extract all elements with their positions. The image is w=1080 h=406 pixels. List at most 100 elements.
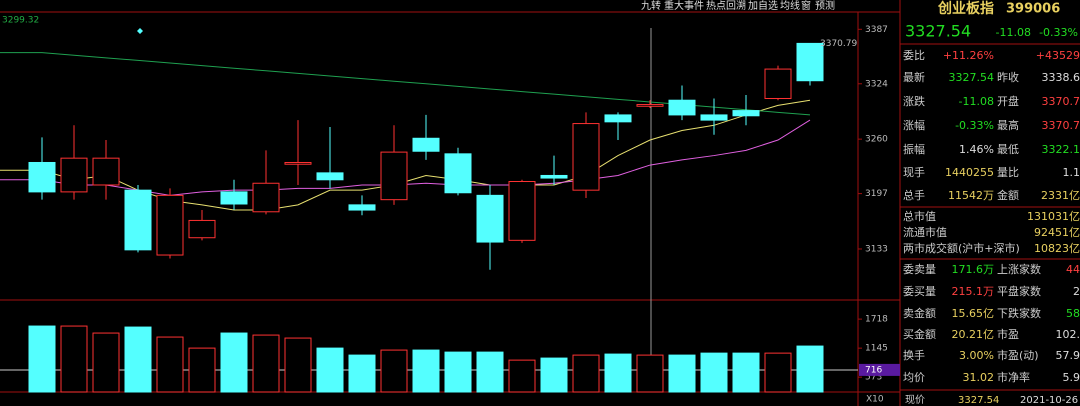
volume-bar [604, 353, 632, 393]
volume-bar [412, 349, 440, 393]
quote-label: 下跌家数 [997, 306, 1041, 320]
price: 3327.54 [905, 22, 971, 41]
volume-bar [348, 354, 376, 393]
candle-body [604, 114, 632, 123]
quote-value: 171.6万 [952, 263, 995, 276]
volume-bar [60, 325, 88, 393]
volume-bar [380, 349, 408, 393]
toolbar-button[interactable]: 重大事件 [664, 0, 704, 12]
toolbar-button[interactable]: 九转 [641, 0, 661, 12]
toolbar-button[interactable]: 窗 [801, 0, 811, 12]
candle-body [476, 194, 504, 243]
quote-label: 市盈 [997, 327, 1019, 341]
volume-bar [156, 336, 184, 393]
quote-value: 3322.1 [1042, 143, 1080, 156]
quote-value: 58 [1066, 307, 1080, 320]
quote-label: 总市值 [903, 209, 936, 223]
candle-body [28, 161, 56, 193]
candle-body [636, 104, 664, 107]
volume-bar [124, 326, 152, 393]
quote-label: 两市成交额(沪市+深市) [903, 241, 1020, 255]
change: -11.08 [996, 26, 1031, 39]
quote-value: 2 [1073, 285, 1080, 298]
quote-value: +11.26% [943, 49, 994, 62]
candle-body [444, 153, 472, 194]
quote-value: 57.9 [1056, 349, 1080, 362]
quote-value: -11.08 [959, 95, 994, 108]
left-label: 3299.32 [2, 16, 39, 26]
candle-body [188, 219, 216, 239]
quote-label: 金额 [997, 188, 1019, 202]
quote-value: 3370.7 [1042, 95, 1080, 108]
toolbar-button[interactable]: 热点回溯 [706, 0, 746, 12]
quote-value: 102. [1056, 328, 1080, 341]
quote-label: 现手 [903, 165, 925, 179]
volume-bar [28, 325, 56, 393]
quote-value: 15.65亿 [952, 307, 995, 320]
quote-value: 20.21亿 [952, 328, 995, 341]
toolbar-button[interactable]: 加自选 [748, 0, 778, 12]
quote-label: 最高 [997, 118, 1019, 132]
volume-bar [316, 347, 344, 393]
volume-bar [188, 347, 216, 393]
candle-body [92, 157, 120, 186]
quote-value: 215.1万 [952, 285, 995, 298]
quote-label: 委买量 [903, 285, 936, 298]
candle-body [284, 161, 312, 165]
change-pct: -0.33% [1039, 26, 1078, 39]
volume-bar [700, 352, 728, 393]
volume-bar [508, 359, 536, 393]
quote-label: 委卖量 [903, 263, 936, 276]
quote-value: 3370.7 [1042, 119, 1080, 132]
quote-value: 31.02 [963, 371, 995, 384]
index-code: 399006 [1006, 2, 1060, 17]
quote-label: 委比 [903, 49, 925, 62]
quote-label: 上涨家数 [997, 262, 1041, 276]
quote-value: 11542万 [948, 189, 994, 202]
quote-label: 最新 [903, 70, 925, 84]
volume-bar [92, 332, 120, 393]
index-name: 创业板指 [937, 0, 994, 17]
footer-text: 2021-10-26 [1020, 395, 1078, 406]
candle-body [124, 189, 152, 251]
candle-body [572, 123, 600, 191]
toolbar-button[interactable]: 均线 [780, 0, 800, 12]
candle-body [764, 68, 792, 99]
quote-label: 卖金额 [903, 306, 936, 320]
volume-bar [252, 334, 280, 393]
candle-body [380, 151, 408, 201]
y-tick-label: 573 [865, 373, 882, 383]
candle-body [508, 181, 536, 241]
quote-label: 买金额 [903, 327, 936, 341]
quote-label: 最低 [997, 143, 1019, 156]
candle-body [316, 172, 344, 181]
scale-label: X10 [866, 395, 884, 405]
y-tick-label: 1145 [865, 344, 888, 354]
y-tick-label: 3133 [865, 244, 888, 254]
volume-bar [796, 345, 824, 393]
quote-value: 3338.6 [1042, 71, 1080, 84]
quote-value: 2331亿 [1041, 189, 1080, 202]
quote-value: 1440255 [945, 166, 994, 179]
candle-body [796, 42, 824, 82]
quote-label: 市盈(动) [997, 348, 1039, 362]
event-marker [137, 28, 143, 34]
candle-body [668, 99, 696, 116]
quote-label: 平盘家数 [997, 284, 1041, 298]
volume-bar [540, 357, 568, 393]
y-tick-label: 1718 [865, 315, 888, 325]
quote-label: 开盘 [997, 94, 1019, 108]
candle-body [700, 114, 728, 121]
quote-value: 1.1 [1063, 166, 1080, 179]
toolbar-button[interactable]: 预测 [815, 0, 835, 12]
quote-value: 5.9 [1063, 371, 1080, 384]
y-tick-label: 3260 [865, 135, 888, 145]
quote-label: 涨幅 [903, 119, 925, 132]
quote-value: 10823亿 [1034, 242, 1080, 255]
crosshair-label-bg [859, 363, 900, 376]
quote-label: 昨收 [997, 70, 1019, 84]
candle-body [412, 137, 440, 152]
candle-body [220, 191, 248, 205]
quote-label: 总手 [903, 188, 925, 202]
